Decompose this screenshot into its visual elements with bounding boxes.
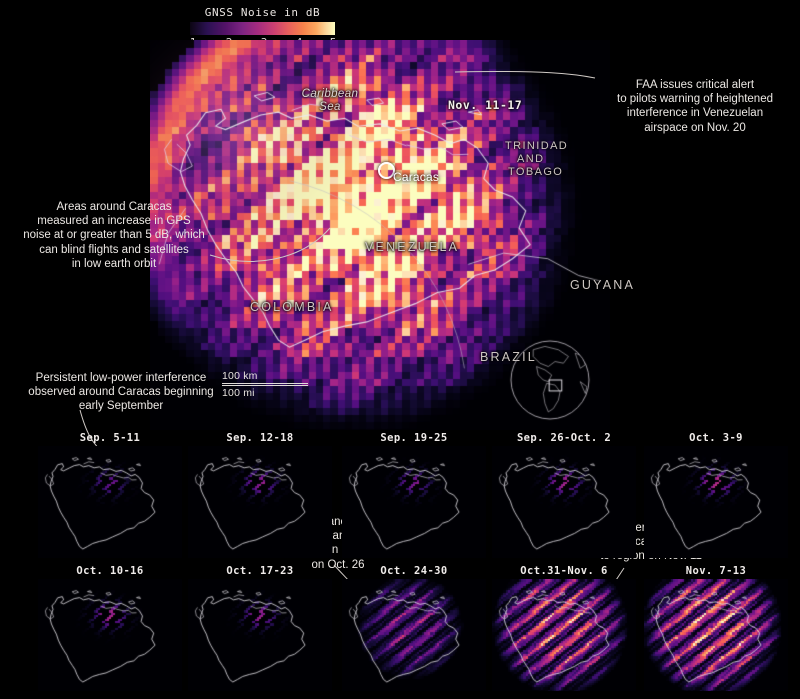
scale-bar-rule-bottom [222,385,308,386]
small-multiple-oct-17-23: Oct. 17-23 [180,565,340,695]
small-multiples-row-2: Oct. 10-16 Oct. 17-23 Oct. 24-30 Oct.31-… [0,565,800,695]
small-multiple-map [492,579,636,691]
small-multiple-title: Nov. 7-13 [685,565,747,577]
small-multiple-map [38,579,182,691]
small-multiple-oct-31-nov-6: Oct.31-Nov. 6 [484,565,644,695]
small-multiple-title: Sep. 5-11 [79,432,141,444]
small-multiple-oct-3-9: Oct. 3-9 [636,432,796,562]
legend-title: GNSS Noise in dB [204,6,321,19]
small-multiple-map [342,446,486,558]
small-multiple-map [38,446,182,558]
scale-bar-rule-top [222,383,308,384]
small-multiple-title: Oct. 17-23 [226,565,294,577]
small-multiple-map [188,579,332,691]
small-multiples-row-1: Sep. 5-11 Sep. 12-18 Sep. 19-25 Sep. 26-… [0,432,800,562]
small-multiple-title: Sep. 26-Oct. 2 [516,432,612,444]
small-multiple-title: Sep. 12-18 [226,432,294,444]
small-multiple-map [644,579,788,691]
scale-bar-mi-label: 100 mi [222,387,255,399]
small-multiple-map [644,446,788,558]
small-multiple-title: Oct. 3-9 [689,432,743,444]
small-multiple-oct-24-30: Oct. 24-30 [334,565,494,695]
scale-bar-km-label: 100 km [222,370,258,382]
annotation-caracas-increase: Areas around Caracas measured an increas… [23,201,205,270]
globe-icon [508,338,592,422]
small-multiple-map [188,446,332,558]
small-multiple-oct-10-16: Oct. 10-16 [30,565,190,695]
scale-bar: 100 km 100 mi [222,370,308,399]
small-multiple-sep-12-18: Sep. 12-18 [180,432,340,562]
small-multiple-sep-26-oct-2: Sep. 26-Oct. 2 [484,432,644,562]
small-multiple-title: Oct. 10-16 [76,565,144,577]
small-multiple-map [342,579,486,691]
small-multiple-map [492,446,636,558]
small-multiple-title: Sep. 19-25 [380,432,448,444]
small-multiple-title: Oct.31-Nov. 6 [520,565,608,577]
small-multiple-title: Oct. 24-30 [380,565,448,577]
caracas-marker-icon [378,162,395,179]
globe-locator-inset [508,338,592,422]
annotation-persistent-interference: Persistent low-power interference observ… [28,372,214,413]
small-multiple-sep-5-11: Sep. 5-11 [30,432,190,562]
annotation-faa-alert: FAA issues critical alert to pilots warn… [617,79,773,134]
small-multiple-sep-19-25: Sep. 19-25 [334,432,494,562]
small-multiple-nov-7-13: Nov. 7-13 [636,565,796,695]
legend-colorbar [190,22,335,35]
